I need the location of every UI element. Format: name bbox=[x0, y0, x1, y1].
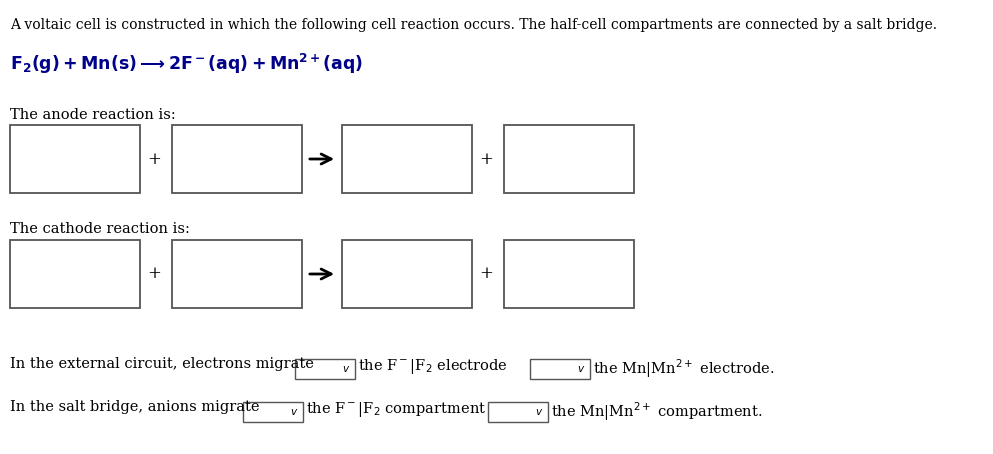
Text: In the salt bridge, anions migrate: In the salt bridge, anions migrate bbox=[10, 400, 259, 414]
Text: +: + bbox=[147, 266, 161, 282]
Text: +: + bbox=[147, 150, 161, 168]
Text: the F$^-$|F$_2$ compartment: the F$^-$|F$_2$ compartment bbox=[306, 400, 487, 419]
Text: the Mn|Mn$^{2+}$ electrode.: the Mn|Mn$^{2+}$ electrode. bbox=[593, 357, 775, 380]
Bar bbox=[172, 125, 302, 193]
Text: +: + bbox=[479, 150, 493, 168]
Text: the Mn|Mn$^{2+}$ compartment.: the Mn|Mn$^{2+}$ compartment. bbox=[551, 400, 763, 423]
Text: v: v bbox=[535, 407, 541, 417]
Text: v: v bbox=[342, 364, 349, 374]
Bar bbox=[10, 125, 140, 193]
Bar bbox=[504, 240, 634, 308]
Bar bbox=[172, 240, 302, 308]
Text: the F$^-$|F$_2$ electrode: the F$^-$|F$_2$ electrode bbox=[358, 357, 507, 376]
Text: $\mathbf{F_2(g) + Mn(s) \longrightarrow 2F^-(aq) + Mn^{2+}(aq)}$: $\mathbf{F_2(g) + Mn(s) \longrightarrow … bbox=[10, 52, 363, 76]
Text: The cathode reaction is:: The cathode reaction is: bbox=[10, 222, 190, 236]
Bar bbox=[342, 240, 472, 308]
Bar bbox=[342, 125, 472, 193]
Text: The anode reaction is:: The anode reaction is: bbox=[10, 108, 176, 122]
Text: v: v bbox=[577, 364, 583, 374]
Bar bbox=[504, 125, 634, 193]
Bar bbox=[530, 359, 590, 379]
Bar bbox=[295, 359, 355, 379]
Text: In the external circuit, electrons migrate: In the external circuit, electrons migra… bbox=[10, 357, 314, 371]
Text: A voltaic cell is constructed in which the following cell reaction occurs. The h: A voltaic cell is constructed in which t… bbox=[10, 18, 937, 32]
Bar bbox=[243, 402, 303, 422]
Text: v: v bbox=[290, 407, 296, 417]
Text: +: + bbox=[479, 266, 493, 282]
Bar bbox=[10, 240, 140, 308]
Bar bbox=[488, 402, 548, 422]
